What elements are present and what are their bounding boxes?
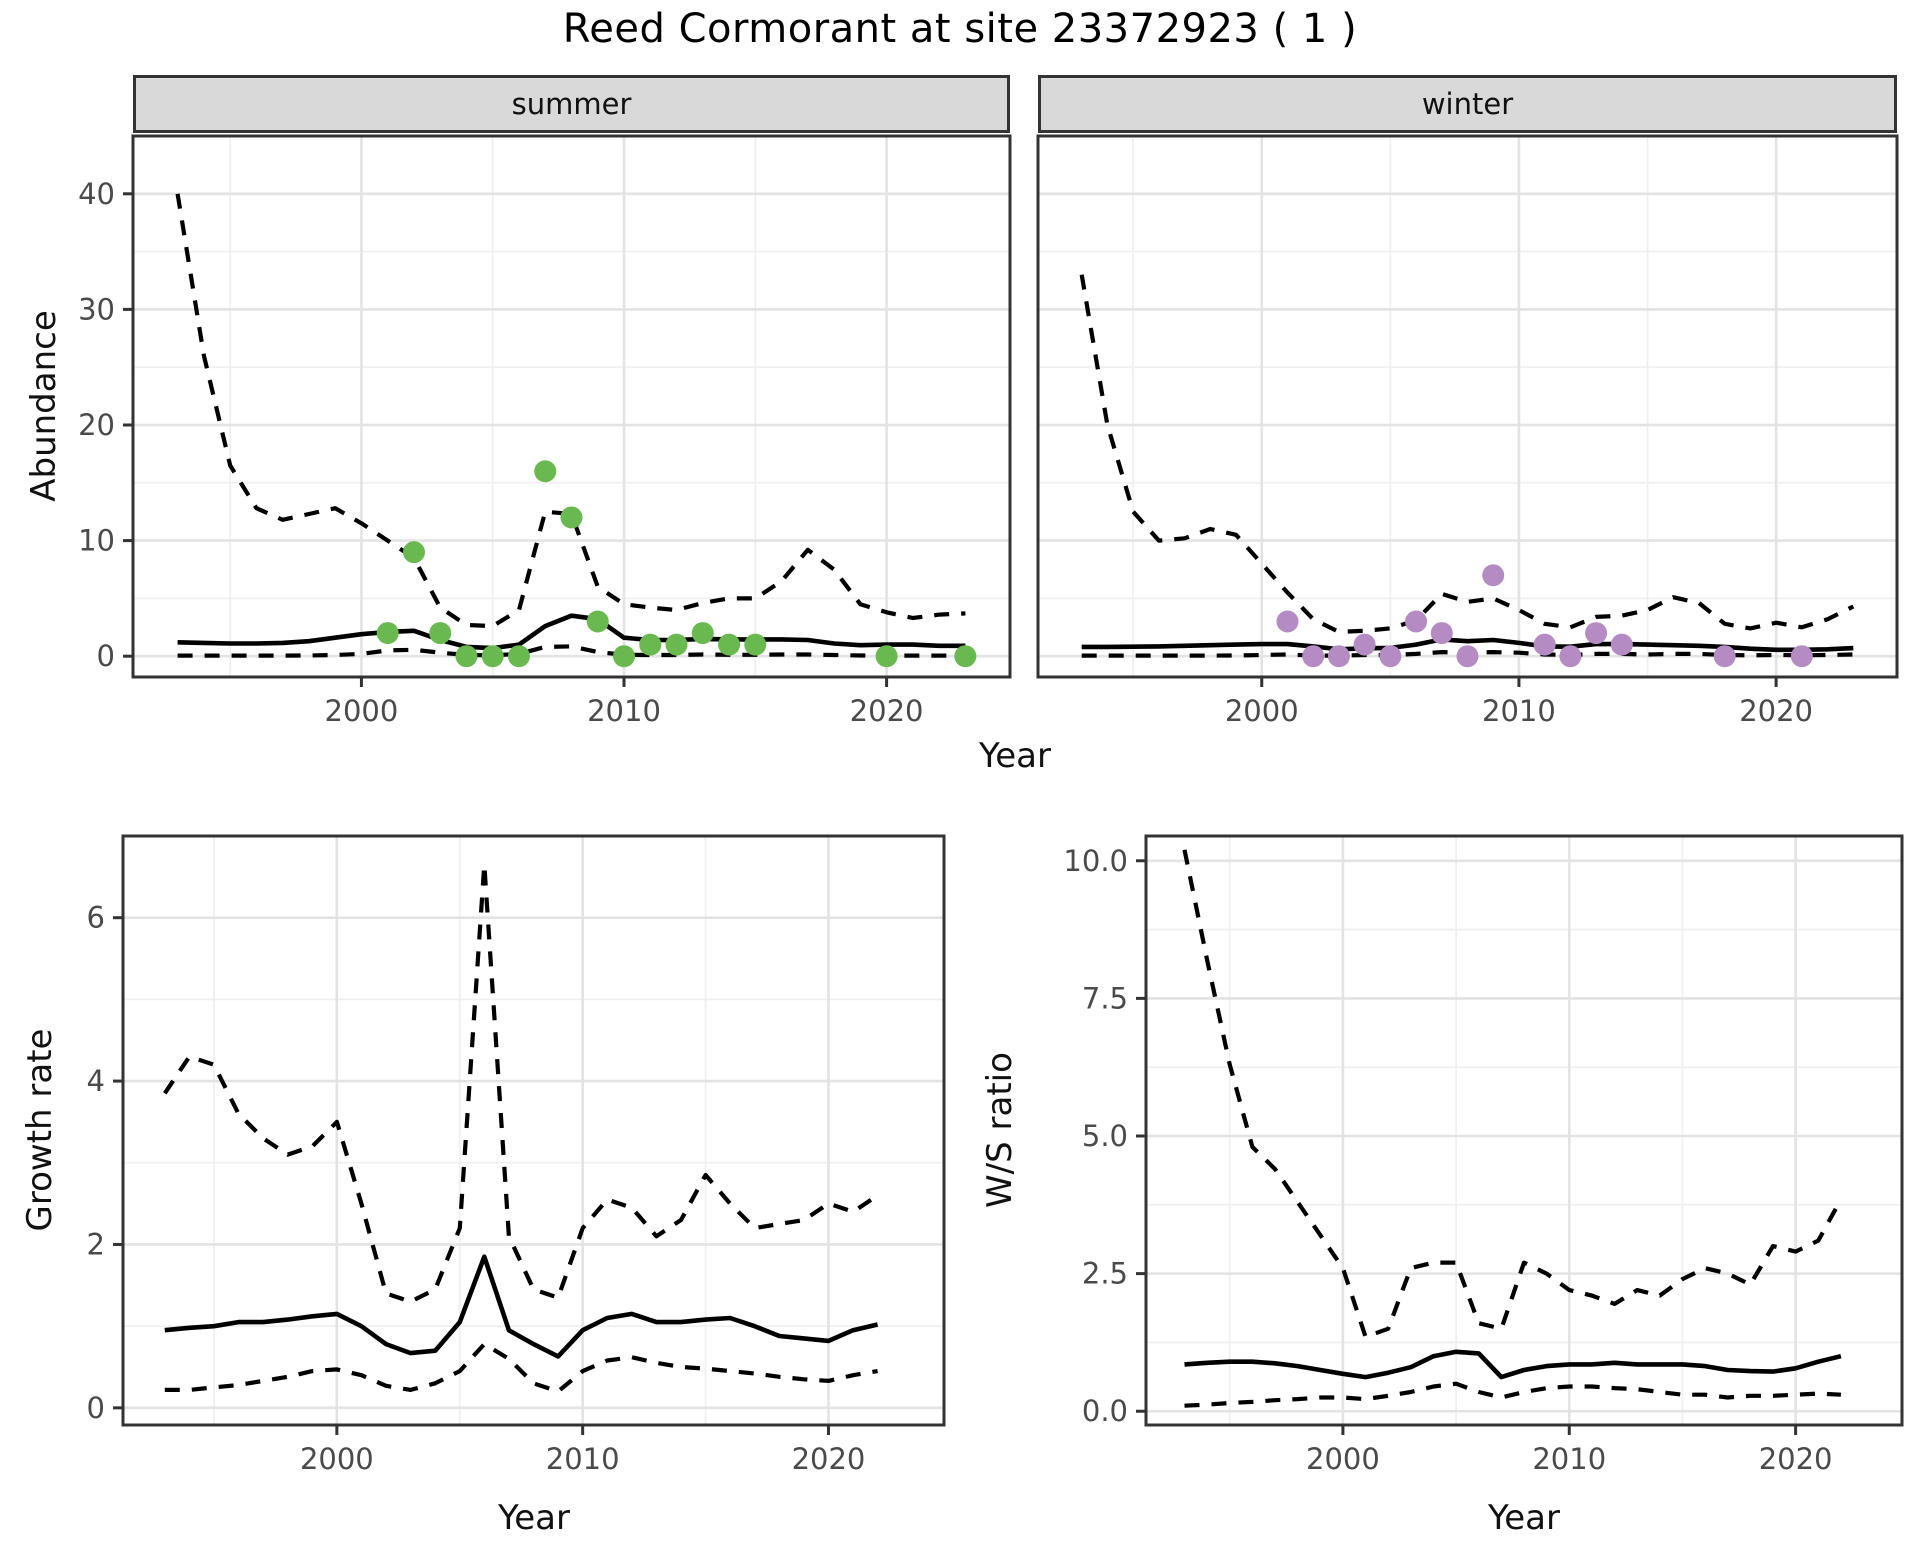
svg-text:0: 0	[87, 1391, 105, 1425]
svg-text:7.5: 7.5	[1082, 981, 1128, 1015]
x-axis-title-year-bottom-left: Year	[498, 1498, 570, 1538]
svg-text:10: 10	[78, 524, 115, 558]
svg-text:0: 0	[97, 639, 115, 673]
svg-text:10.0: 10.0	[1063, 844, 1128, 878]
svg-text:2020: 2020	[1759, 1442, 1833, 1476]
svg-text:2010: 2010	[587, 694, 661, 728]
svg-text:0.0: 0.0	[1082, 1394, 1128, 1428]
svg-text:2: 2	[87, 1227, 105, 1261]
svg-text:2000: 2000	[325, 694, 399, 728]
svg-text:40: 40	[78, 177, 115, 211]
chart-title: Reed Cormorant at site 23372923 ( 1 )	[562, 6, 1358, 52]
svg-text:2010: 2010	[546, 1442, 620, 1476]
svg-text:5.0: 5.0	[1082, 1119, 1128, 1153]
svg-text:2020: 2020	[850, 694, 924, 728]
y-axis-title-growth-rate: Growth rate	[20, 1028, 60, 1232]
svg-text:2000: 2000	[300, 1442, 374, 1476]
growth-rate-plot: 2000 2010 2020 0 2 4 6	[87, 822, 958, 1495]
facet-strip-summer-label: summer	[511, 87, 632, 121]
facet-strip-summer: summer	[133, 75, 1010, 133]
svg-text:6: 6	[87, 901, 105, 935]
x-axis-title-year-top: Year	[979, 736, 1051, 776]
svg-text:4: 4	[87, 1064, 105, 1098]
svg-text:2010: 2010	[1532, 1442, 1606, 1476]
x-axis-title-year-bottom-right: Year	[1488, 1498, 1560, 1538]
svg-text:2020: 2020	[792, 1442, 866, 1476]
svg-text:2.5: 2.5	[1082, 1257, 1128, 1291]
facet-strip-winter: winter	[1038, 75, 1897, 133]
summer-abundance-plot: 2000 2010 2020 0 10 20 30 40	[78, 122, 1024, 747]
svg-text:2010: 2010	[1482, 694, 1556, 728]
svg-text:2000: 2000	[1306, 1442, 1380, 1476]
ws-ratio-plot: 2000 2010 2020 0.0 2.5 5.0 7.5 10.0	[1063, 822, 1916, 1495]
y-axis-title-abundance: Abundance	[24, 310, 64, 502]
facet-strip-winter-label: winter	[1421, 87, 1514, 121]
svg-text:2000: 2000	[1225, 694, 1299, 728]
y-axis-title-ws-ratio: W/S ratio	[980, 1052, 1020, 1208]
winter-abundance-plot: 2000 2010 2020	[1024, 122, 1911, 747]
svg-text:20: 20	[78, 408, 115, 442]
svg-text:2020: 2020	[1739, 694, 1813, 728]
svg-text:30: 30	[78, 292, 115, 326]
